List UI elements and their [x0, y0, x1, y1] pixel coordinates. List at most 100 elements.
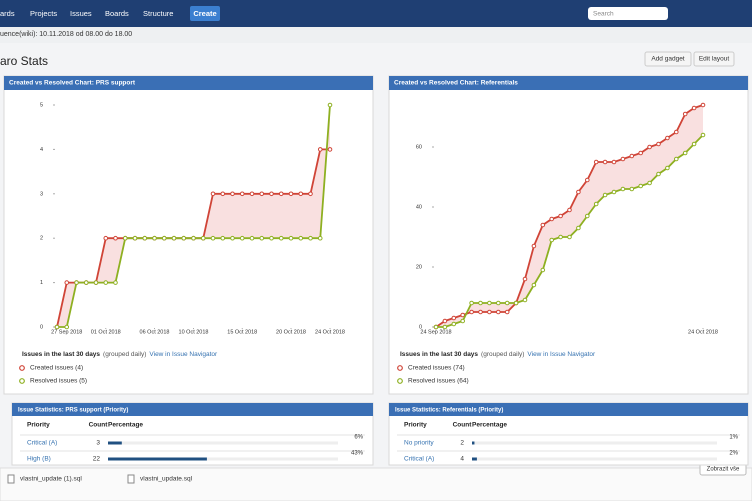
download-file[interactable]: vlastni_update.sql [140, 476, 193, 483]
data-point [64, 280, 70, 285]
data-point [317, 147, 323, 152]
data-point [442, 318, 448, 324]
data-point [249, 191, 255, 197]
count: 3 [96, 440, 100, 447]
nav-item[interactable]: Issues [70, 9, 92, 18]
x-tick-label: 10 Oct 2018 [179, 329, 209, 335]
data-point [496, 300, 501, 306]
y-tick-label: 5 [40, 102, 43, 108]
data-point [656, 171, 661, 177]
data-point [682, 150, 688, 156]
download-file[interactable]: vlastni_update (1).sql [20, 476, 82, 483]
link[interactable]: View in Issue Navigator [527, 351, 596, 358]
data-point [674, 156, 679, 162]
data-point [451, 315, 457, 321]
caption: Issues in the last 30 days [22, 351, 100, 358]
priority[interactable]: No priority [404, 440, 434, 447]
edit-layout-button[interactable] [693, 51, 735, 67]
data-point [576, 225, 581, 231]
data-point [700, 102, 706, 108]
priority[interactable]: High (B) [27, 456, 51, 463]
legend-label: Created issues (4) [30, 365, 83, 372]
data-point [674, 129, 679, 135]
data-point [602, 159, 608, 165]
search-placeholder[interactable]: Search [593, 11, 614, 18]
data-point [239, 235, 245, 241]
gadget-title: Created vs Resolved Chart: PRS support [9, 80, 136, 87]
data-point [665, 135, 670, 141]
caption: Issues in the last 30 days [400, 351, 478, 358]
legend-label: Created issues (74) [408, 365, 465, 372]
data-point [433, 324, 439, 330]
data-point [611, 159, 617, 165]
data-point [513, 300, 519, 306]
priority[interactable]: Critical (A) [404, 456, 434, 463]
link[interactable]: View in Issue Navigator [149, 351, 218, 358]
percentage-label: 6% [354, 435, 363, 441]
data-point [64, 324, 70, 330]
data-point [200, 235, 206, 241]
y-tick-label: 1 [40, 280, 43, 286]
percentage-track [472, 457, 717, 461]
create-button[interactable] [190, 6, 220, 21]
data-point [74, 280, 79, 285]
y-tick-label: 20 [416, 264, 422, 270]
y-tick-label: 0 [40, 324, 43, 330]
data-point [531, 282, 537, 288]
count: 2 [460, 440, 464, 447]
data-point [259, 191, 265, 197]
legend-marker [397, 378, 403, 384]
nav-item[interactable]: Boards [105, 9, 129, 18]
data-point [54, 324, 60, 330]
data-point [269, 191, 274, 197]
legend-marker [397, 365, 403, 371]
count: 22 [93, 456, 101, 463]
nav-item[interactable]: ards [0, 9, 15, 18]
data-point [540, 222, 546, 228]
data-point [549, 216, 555, 222]
x-tick-label: 01 Oct 2018 [91, 329, 121, 335]
x-tick-label: 24 Oct 2018 [315, 329, 345, 335]
file-icon [7, 474, 15, 484]
x-tick-label: 24 Oct 2018 [688, 329, 718, 335]
data-point [171, 235, 177, 241]
percentage-track [472, 441, 717, 445]
data-point [682, 111, 688, 117]
legend-label: Resolved issues (64) [408, 378, 469, 385]
data-point [113, 280, 118, 285]
page-title: aro Stats [0, 54, 48, 68]
button-label[interactable]: Add gadget [651, 56, 684, 63]
data-point [181, 235, 187, 241]
data-point [469, 309, 474, 315]
show-all[interactable]: Zobrazit vše [707, 467, 740, 473]
gadget-title: Created vs Resolved Chart: Referentials [394, 80, 518, 87]
difference-area [436, 105, 703, 327]
percentage-bar [472, 441, 475, 445]
data-point [540, 267, 546, 273]
data-point [142, 235, 148, 241]
caption: Issues in the last 30 days (grouped daily… [22, 351, 218, 358]
gadget-header [389, 403, 748, 416]
search-box[interactable] [588, 7, 668, 20]
data-point [249, 235, 255, 241]
column-header: Percentage [108, 422, 143, 429]
column-header: Priority [27, 422, 50, 429]
data-point [327, 147, 333, 152]
caption: Issues in the last 30 days (grouped daily… [400, 351, 596, 358]
data-point [558, 234, 563, 240]
data-point [602, 192, 608, 198]
button-label[interactable]: Edit layout [699, 56, 730, 63]
nav-item[interactable]: Projects [30, 9, 57, 18]
x-tick-label: 06 Oct 2018 [140, 329, 170, 335]
data-point [611, 189, 617, 195]
priority[interactable]: Critical (A) [27, 440, 57, 447]
create-label[interactable]: Create [193, 9, 216, 18]
nav-item[interactable]: Structure [143, 9, 173, 18]
data-point [152, 235, 157, 241]
subheader: uence(wiki): 10.11.2018 od 08.00 do 18.0… [0, 31, 132, 38]
gadget-header [389, 76, 748, 90]
add-gadget-button[interactable] [644, 51, 692, 67]
data-point [220, 235, 226, 241]
data-point [576, 189, 581, 195]
gadget-title: Issue Statistics: PRS support (Priority) [18, 408, 128, 414]
